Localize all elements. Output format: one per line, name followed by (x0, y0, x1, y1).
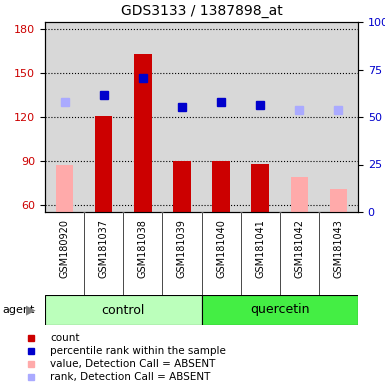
Bar (280, 22, 319, 212)
Text: value, Detection Call = ABSENT: value, Detection Call = ABSENT (50, 359, 216, 369)
Bar (84, 22, 123, 212)
Text: percentile rank within the sample: percentile rank within the sample (50, 346, 226, 356)
Text: rank, Detection Call = ABSENT: rank, Detection Call = ABSENT (50, 372, 211, 382)
Bar (330, 189, 347, 212)
Text: GSM181038: GSM181038 (138, 218, 148, 278)
Bar (56, 165, 74, 212)
Bar (319, 22, 358, 212)
Text: GSM181037: GSM181037 (99, 218, 109, 278)
Bar (201, 22, 241, 212)
Title: GDS3133 / 1387898_at: GDS3133 / 1387898_at (121, 4, 282, 18)
FancyBboxPatch shape (201, 295, 358, 325)
Bar (45, 22, 84, 212)
Bar (95, 116, 112, 212)
Text: GSM181042: GSM181042 (294, 218, 304, 278)
Bar (291, 177, 308, 212)
Text: GSM180920: GSM180920 (60, 218, 70, 278)
Text: control: control (102, 303, 145, 316)
Text: GSM181039: GSM181039 (177, 218, 187, 278)
Bar (123, 22, 162, 212)
Text: GSM181041: GSM181041 (255, 218, 265, 278)
Text: GSM181043: GSM181043 (333, 218, 343, 278)
Text: count: count (50, 333, 80, 343)
Bar (162, 22, 201, 212)
Bar (173, 161, 191, 212)
Bar (134, 54, 152, 212)
Text: ▶: ▶ (26, 303, 36, 316)
Bar (212, 161, 230, 212)
Bar (241, 22, 280, 212)
Text: GSM181040: GSM181040 (216, 218, 226, 278)
FancyBboxPatch shape (45, 295, 201, 325)
Text: agent: agent (2, 305, 34, 315)
Text: quercetin: quercetin (250, 303, 310, 316)
Bar (251, 164, 269, 212)
